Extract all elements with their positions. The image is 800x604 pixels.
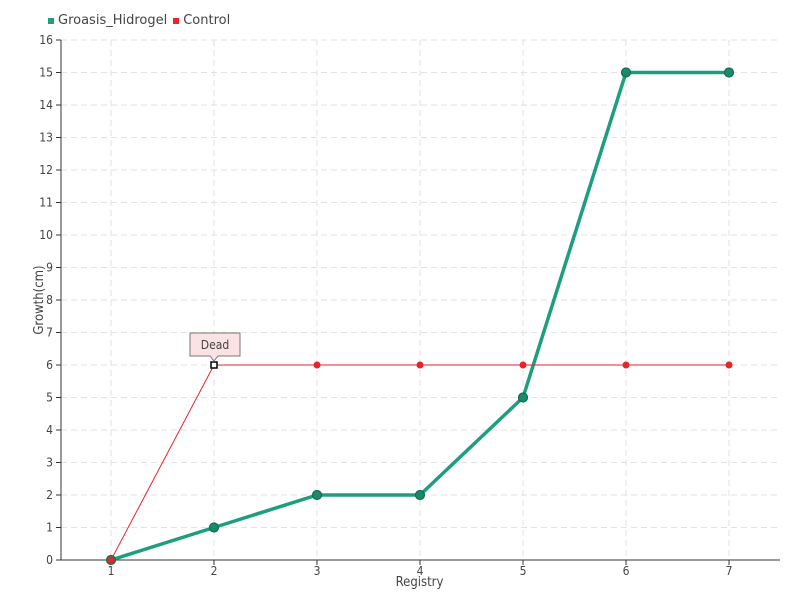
x-tick-label: 2 — [211, 564, 218, 578]
data-point-groasis[interactable] — [723, 67, 735, 78]
data-point-groasis[interactable] — [517, 392, 529, 403]
chart-legend: Groasis_Hidrogel Control — [48, 13, 236, 28]
x-tick-label: 4 — [417, 564, 424, 578]
x-tick-label: 1 — [108, 564, 115, 578]
x-tick-label: 7 — [726, 564, 733, 578]
annotation-callout-box — [189, 332, 241, 362]
data-point-control[interactable] — [725, 361, 733, 369]
data-point-control[interactable] — [416, 361, 424, 369]
y-tick-label: 5 — [46, 391, 53, 405]
legend-item-control[interactable]: Control — [173, 13, 230, 28]
y-tick-label: 14 — [39, 98, 53, 112]
y-tick-label: 11 — [39, 196, 53, 210]
y-tick-label: 2 — [46, 488, 53, 502]
y-tick-label: 12 — [39, 163, 53, 177]
y-tick-label: 9 — [46, 261, 53, 275]
x-tick-label: 6 — [623, 564, 630, 578]
legend-swatch-groasis — [48, 17, 54, 24]
data-point-control[interactable] — [313, 361, 321, 369]
annotation-callout-text: Dead — [201, 338, 229, 352]
y-tick-label: 1 — [46, 521, 53, 535]
y-axis-title: Growth(cm) — [32, 265, 47, 334]
y-tick-label: 0 — [46, 553, 53, 567]
x-axis-title: Registry — [396, 575, 444, 590]
y-tick-label: 3 — [46, 456, 53, 470]
legend-label-groasis: Groasis_Hidrogel — [58, 13, 168, 28]
y-tick-label: 10 — [39, 228, 53, 242]
y-tick-label: 7 — [46, 326, 53, 340]
data-point-control[interactable] — [107, 556, 115, 564]
x-tick-label: 3 — [314, 564, 321, 578]
y-tick-label: 13 — [39, 131, 53, 145]
legend-label-control: Control — [183, 13, 231, 28]
data-point-groasis[interactable] — [414, 489, 426, 501]
y-tick-label: 4 — [46, 423, 53, 437]
legend-item-groasis[interactable]: Groasis_Hidrogel — [48, 13, 167, 28]
data-point-control[interactable] — [519, 361, 527, 369]
x-tick-label: 5 — [520, 564, 527, 578]
data-point-control[interactable] — [622, 361, 630, 369]
y-tick-label: 15 — [39, 66, 53, 80]
y-tick-label: 6 — [46, 358, 53, 372]
data-point-control-highlighted[interactable] — [210, 361, 218, 369]
y-tick-label: 16 — [39, 33, 53, 47]
y-tick-label: 8 — [46, 293, 53, 307]
data-point-groasis[interactable] — [620, 67, 632, 78]
data-point-groasis[interactable] — [208, 522, 220, 533]
data-point-groasis[interactable] — [311, 489, 323, 501]
legend-swatch-control — [173, 17, 180, 24]
